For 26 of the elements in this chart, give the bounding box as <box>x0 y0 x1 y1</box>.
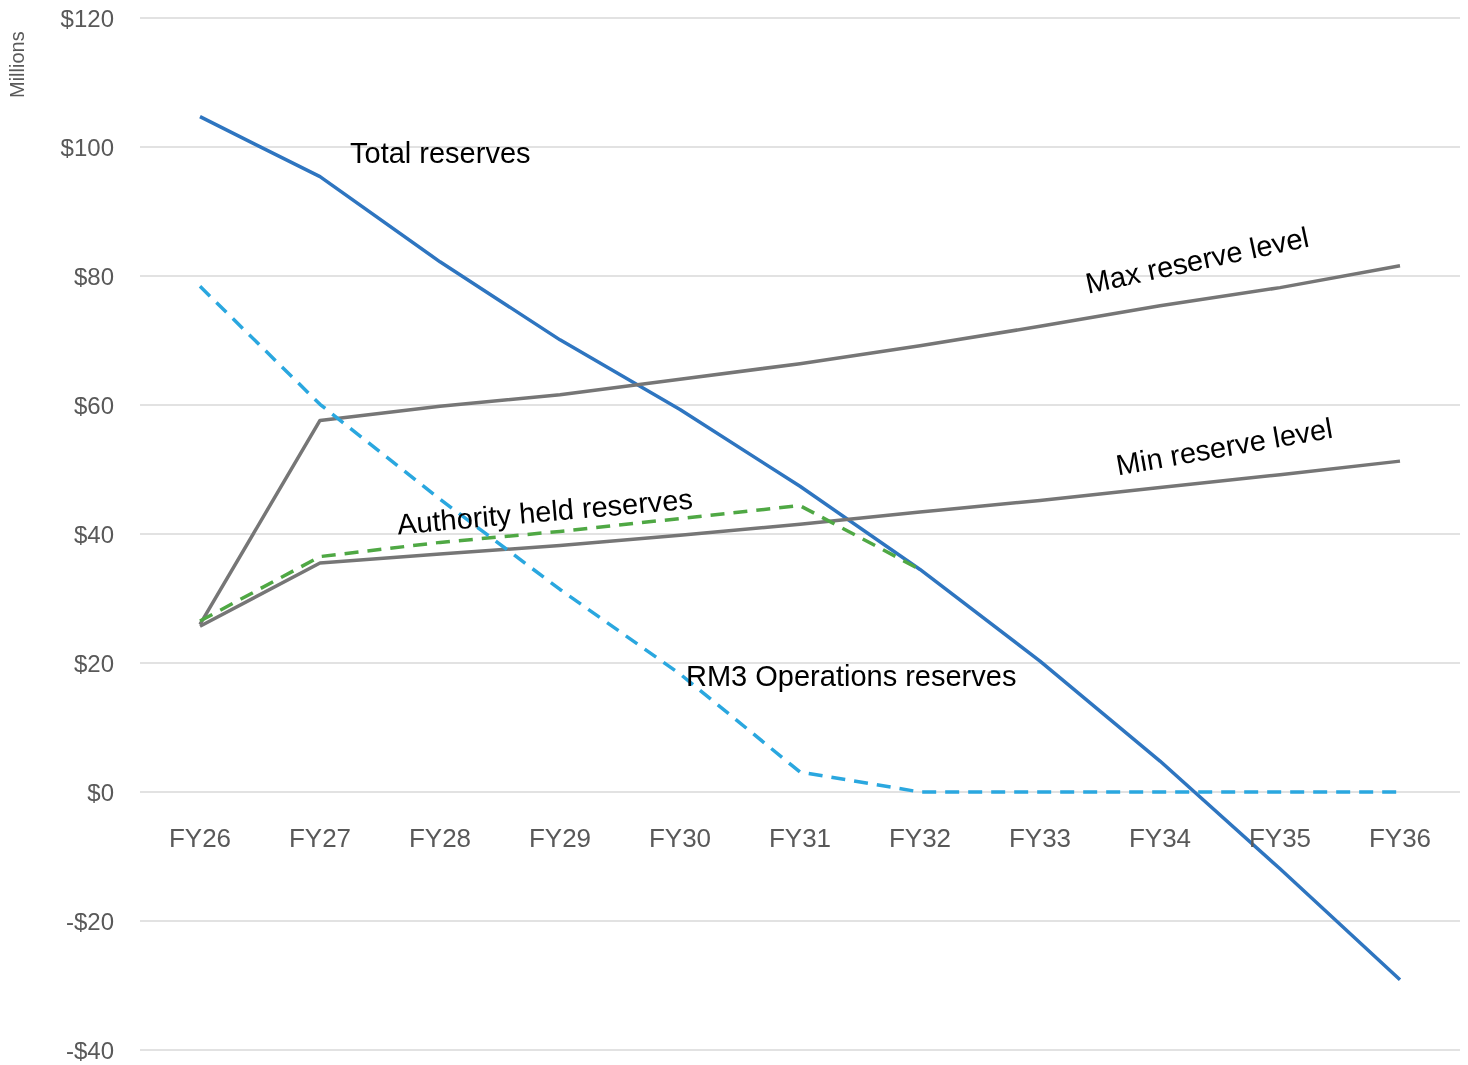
text: Min reserve level <box>1113 411 1335 482</box>
x-tick-label: FY32 <box>888 823 952 853</box>
x-tick-label: FY28 <box>408 823 472 853</box>
y-tick-label: $20 <box>73 649 114 677</box>
text: Max reserve level <box>1082 220 1312 300</box>
y-tick-label: $80 <box>73 262 114 290</box>
y-tick-label: -$20 <box>65 907 114 935</box>
x-tick-label: FY36 <box>1368 823 1432 853</box>
y-tick-label: $100 <box>60 133 114 161</box>
x-tick-label: FY26 <box>168 823 232 853</box>
y-tick-label: $0 <box>87 778 114 806</box>
y-tick-label: $60 <box>73 391 114 419</box>
x-tick-label: FY33 <box>1008 823 1072 853</box>
y-tick-label: -$40 <box>65 1036 114 1064</box>
y-tick-label: $120 <box>60 4 114 32</box>
y-axis-title: Millions <box>6 31 29 98</box>
y-tick-label: $40 <box>73 520 114 548</box>
x-tick-label: FY35 <box>1248 823 1312 853</box>
x-tick-label: FY29 <box>528 823 592 853</box>
x-tick-label: FY31 <box>768 823 832 853</box>
series-label: Authority held reserves <box>395 482 694 541</box>
x-tick-label: FY27 <box>288 823 352 853</box>
x-tick-label: FY34 <box>1128 823 1192 853</box>
x-tick-label: FY30 <box>648 823 712 853</box>
series-label: RM3 Operations reserves <box>686 659 1017 692</box>
series-label: Total reserves <box>350 136 531 169</box>
